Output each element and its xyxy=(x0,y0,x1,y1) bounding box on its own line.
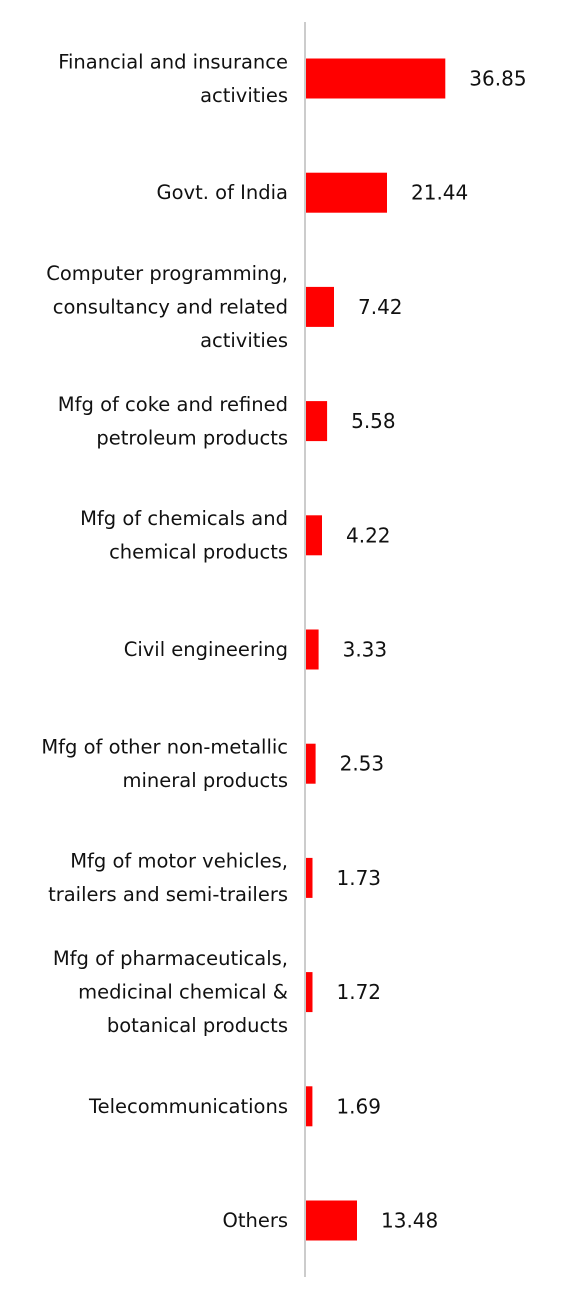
value-label-0: 36.85 xyxy=(469,67,526,91)
bar-1 xyxy=(306,172,387,213)
category-label-7-line-0: Mfg of motor vehicles, xyxy=(70,850,288,873)
bar-4 xyxy=(306,515,322,556)
category-label-9-line-0: Telecommunications xyxy=(88,1095,288,1118)
value-label-5: 3.33 xyxy=(343,638,388,662)
category-label-3-line-0: Mfg of coke and refined xyxy=(58,393,288,416)
bar-3 xyxy=(306,401,328,442)
category-label-4: Mfg of chemicals and chemical products xyxy=(80,507,288,564)
category-label-2-line-0: Computer programming, xyxy=(46,262,288,285)
category-label-6-line-1: mineral products xyxy=(122,769,288,792)
category-label-0-line-0: Financial and insurance xyxy=(58,50,288,73)
category-label-8: Mfg of pharmaceuticals, medicinal chemica… xyxy=(53,947,288,1037)
value-label-4: 4.22 xyxy=(346,523,391,547)
category-label-3: Mfg of coke and refined petroleum product… xyxy=(58,393,288,450)
category-label-8-line-1: medicinal chemical & xyxy=(78,981,288,1004)
value-label-3: 5.58 xyxy=(351,409,396,433)
category-label-5: Civil engineering xyxy=(124,638,288,661)
category-label-0-line-1: activities xyxy=(200,84,288,107)
bar-0 xyxy=(306,58,446,99)
value-labels-layer: 36.85 21.44 7.42 5.58 4.22 3.33 2.53 1.73 1.72 1.… xyxy=(336,67,526,1233)
category-label-10-line-0: Others xyxy=(222,1209,288,1232)
bar-8 xyxy=(306,972,313,1013)
bar-10 xyxy=(306,1200,357,1241)
bar-9 xyxy=(306,1086,313,1127)
category-label-3-line-1: petroleum products xyxy=(96,426,288,449)
value-label-2: 7.42 xyxy=(358,295,403,319)
category-label-6-line-0: Mfg of other non-metallic xyxy=(41,736,288,759)
category-label-2-line-1: consultancy and related xyxy=(53,295,288,318)
category-label-8-line-2: botanical products xyxy=(107,1014,288,1037)
bar-7 xyxy=(306,857,313,898)
category-label-2: Computer programming, consultancy and rel… xyxy=(46,262,288,352)
category-label-10: Others xyxy=(222,1209,288,1232)
value-label-6: 2.53 xyxy=(340,752,385,776)
bar-5 xyxy=(306,629,319,670)
value-label-1: 21.44 xyxy=(411,181,468,205)
category-label-1-line-0: Govt. of India xyxy=(157,181,288,204)
category-labels-layer: Financial and insurance activities Govt. o… xyxy=(41,50,288,1232)
category-label-7: Mfg of motor vehicles, trailers and semi-… xyxy=(48,850,288,907)
category-label-7-line-1: trailers and semi-trailers xyxy=(48,883,288,906)
category-label-6: Mfg of other non-metallic mineral product… xyxy=(41,736,288,793)
category-label-5-line-0: Civil engineering xyxy=(124,638,288,661)
bars-layer xyxy=(306,58,446,1241)
value-label-10: 13.48 xyxy=(381,1209,438,1233)
value-label-7: 1.73 xyxy=(337,866,382,890)
category-label-8-line-0: Mfg of pharmaceuticals, xyxy=(53,947,288,970)
bar-2 xyxy=(306,286,334,327)
category-label-1: Govt. of India xyxy=(157,181,288,204)
bar-6 xyxy=(306,743,316,784)
value-label-8: 1.72 xyxy=(337,980,382,1004)
value-label-9: 1.69 xyxy=(336,1094,381,1118)
category-label-2-line-2: activities xyxy=(200,329,288,352)
category-label-0: Financial and insurance activities xyxy=(58,50,288,107)
category-label-4-line-1: chemical products xyxy=(109,541,288,564)
category-label-9: Telecommunications xyxy=(88,1095,288,1118)
category-label-4-line-0: Mfg of chemicals and xyxy=(80,507,288,530)
